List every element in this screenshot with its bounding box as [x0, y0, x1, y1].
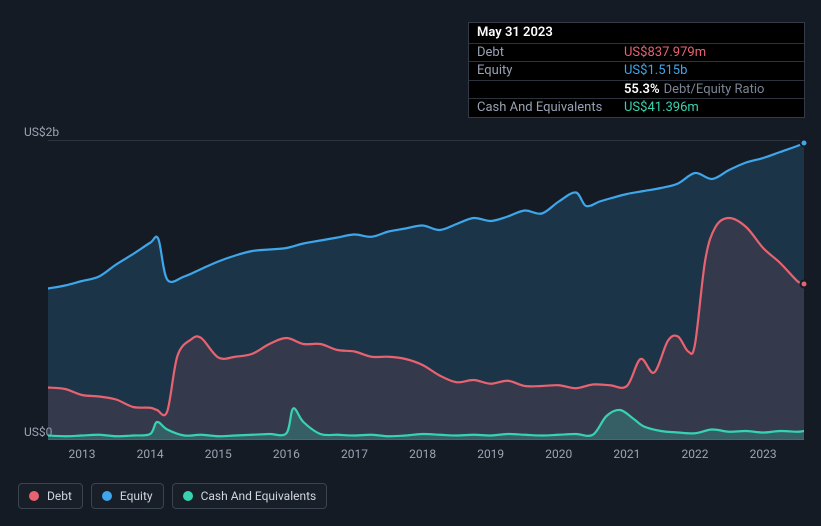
x-tick-label: 2022 [682, 447, 709, 461]
x-axis-ticks: 2013 2014 2015 2016 2017 2018 2019 2020 2021 2022… [48, 445, 804, 465]
tooltip-row-value: US$41.396m [624, 100, 796, 116]
x-tick-label: 2018 [409, 447, 436, 461]
x-tick-label: 2020 [545, 447, 572, 461]
tooltip-row: DebtUS$837.979m [469, 43, 804, 62]
tooltip-row-label: Equity [477, 63, 624, 79]
legend-item-label: Cash And Equivalents [201, 489, 317, 503]
tooltip-row-label: Debt [477, 45, 624, 61]
series-end-dot-debt [800, 280, 809, 289]
tooltip-row-label: Cash And Equivalents [477, 100, 624, 116]
tooltip-row-value: US$837.979m [624, 45, 796, 61]
legend-item-label: Equity [120, 489, 153, 503]
chart-plot[interactable] [48, 140, 804, 440]
x-tick-label: 2013 [69, 447, 96, 461]
series-end-dot-equity [800, 139, 809, 148]
legend-dot-icon [183, 491, 193, 501]
x-tick-label: 2021 [613, 447, 640, 461]
legend-dot-icon [29, 491, 39, 501]
x-tick-label: 2019 [477, 447, 504, 461]
legend-item-debt[interactable]: Debt [18, 483, 83, 509]
y-axis-top-label: US$2b [24, 125, 59, 139]
legend-item-label: Debt [47, 489, 72, 503]
x-tick-label: 2015 [205, 447, 232, 461]
legend-item-equity[interactable]: Equity [91, 483, 164, 509]
legend-dot-icon [102, 491, 112, 501]
tooltip-row: Cash And EquivalentsUS$41.396m [469, 98, 804, 117]
x-tick-label: 2014 [137, 447, 164, 461]
legend-item-cash[interactable]: Cash And Equivalents [172, 483, 328, 509]
tooltip-date: May 31 2023 [469, 23, 804, 43]
tooltip-box: May 31 2023 DebtUS$837.979mEquityUS$1.51… [468, 22, 805, 118]
legend: Debt Equity Cash And Equivalents [18, 483, 327, 509]
x-tick-label: 2023 [750, 447, 777, 461]
tooltip-row: EquityUS$1.515b [469, 61, 804, 80]
x-tick-label: 2017 [341, 447, 368, 461]
x-tick-label: 2016 [273, 447, 300, 461]
tooltip-row-value: 55.3%Debt/Equity Ratio [624, 82, 796, 98]
tooltip-row-value: US$1.515b [624, 63, 796, 79]
tooltip-row: 55.3%Debt/Equity Ratio [469, 80, 804, 99]
